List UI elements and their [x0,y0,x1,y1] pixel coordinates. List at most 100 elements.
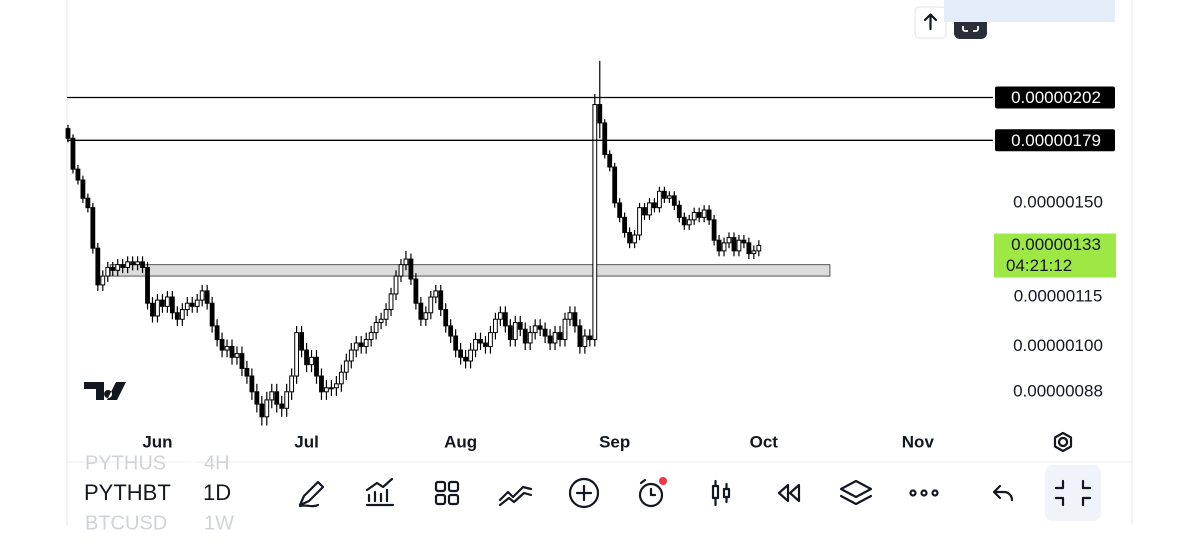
replay-icon[interactable] [777,483,801,503]
candle-body [622,216,628,233]
candle-body [602,122,608,155]
collapse-icon [1054,479,1092,507]
candle-body [189,302,195,307]
candle-body [652,202,657,209]
layers-icon[interactable] [839,479,873,506]
candle-body [428,296,434,314]
x-tick-label: Sep [599,432,630,451]
candle-body [522,328,528,344]
candle-body [319,375,324,393]
candle-body [418,302,424,320]
candle-body [686,219,692,226]
candle-body [204,290,210,304]
candle-body [229,346,235,358]
symbol[interactable]: PYTHBT [84,480,171,505]
candle-body [647,202,652,216]
candle-body [607,153,613,168]
candle-body [333,383,339,389]
last-price: 0.00000133 [1011,235,1101,254]
candle-body [110,266,116,271]
candle-body [547,335,553,344]
candle-body [284,391,290,409]
candle-body [468,349,473,362]
draw-icon[interactable] [298,480,325,508]
collapse-button[interactable] [1045,465,1101,521]
candle-body [453,335,459,351]
candle-body [562,318,568,340]
candle-body [140,261,145,268]
candle-body [642,207,647,216]
candle-body [314,356,319,377]
candle-body [746,242,752,255]
candle-body [572,312,578,327]
candle-body [368,332,374,340]
candle-body [473,338,478,351]
candle-body [269,391,275,401]
candle-body [706,209,712,221]
candle-body [85,197,91,209]
indicators-icon[interactable] [365,477,395,507]
candle-body [254,391,260,405]
candle-body [179,309,185,320]
candle-body [617,202,623,218]
x-tick-label: Jun [142,432,172,451]
candle-body [120,264,126,268]
candle-body [483,342,488,348]
candle-body [234,353,240,358]
candle-body [398,264,404,277]
candle-body [324,387,329,393]
candle-body [358,342,364,348]
candle-body [259,403,265,418]
candle-body [632,234,637,244]
candle-body [264,399,270,418]
candle-body [756,245,762,252]
candle-body [701,209,707,218]
candle-body [239,353,245,369]
candle-body [373,322,379,334]
candle-body [661,190,667,199]
candle-body [716,239,722,252]
candle-body [338,371,344,385]
candle-body [721,242,727,252]
x-tick-label: Jul [294,432,319,451]
alert-icon[interactable] [638,478,664,508]
ghost-interval: 4H [204,452,230,474]
candle-body [309,356,314,366]
candle-body [637,207,642,236]
candle-body [433,290,439,298]
ghost-interval: 1W [204,512,234,534]
candle-body [463,356,468,362]
more-icon[interactable] [909,489,939,497]
candle-body [597,104,603,124]
candle-body [493,318,498,334]
candles-icon[interactable] [711,479,731,507]
candle-body [592,104,598,340]
candle-body [224,346,230,351]
add-icon[interactable] [568,477,600,509]
candle-body [90,207,96,249]
candle-body [80,179,86,199]
support-zone [109,264,831,277]
candle-body [70,137,76,170]
candle-body [184,302,190,311]
candle-body [65,128,71,139]
candle-body [145,266,150,304]
candle-body [438,290,444,311]
candle-body [413,278,419,304]
ghost-symbol: PYTHUS [85,452,166,474]
candle-body [164,296,170,307]
candle-body [299,332,304,351]
x-tick-label: Aug [444,432,477,451]
candle-body [587,335,593,340]
candle-body [552,332,558,344]
undo-icon[interactable] [992,484,1014,502]
interval[interactable]: 1D [203,480,231,505]
compare-icon[interactable] [498,485,533,507]
candle-body [209,302,215,327]
settings-icon[interactable] [1053,431,1073,453]
candle-body [249,375,255,393]
arrow-up-icon [923,13,938,31]
layouts-icon[interactable] [434,480,460,506]
plot [65,60,831,426]
